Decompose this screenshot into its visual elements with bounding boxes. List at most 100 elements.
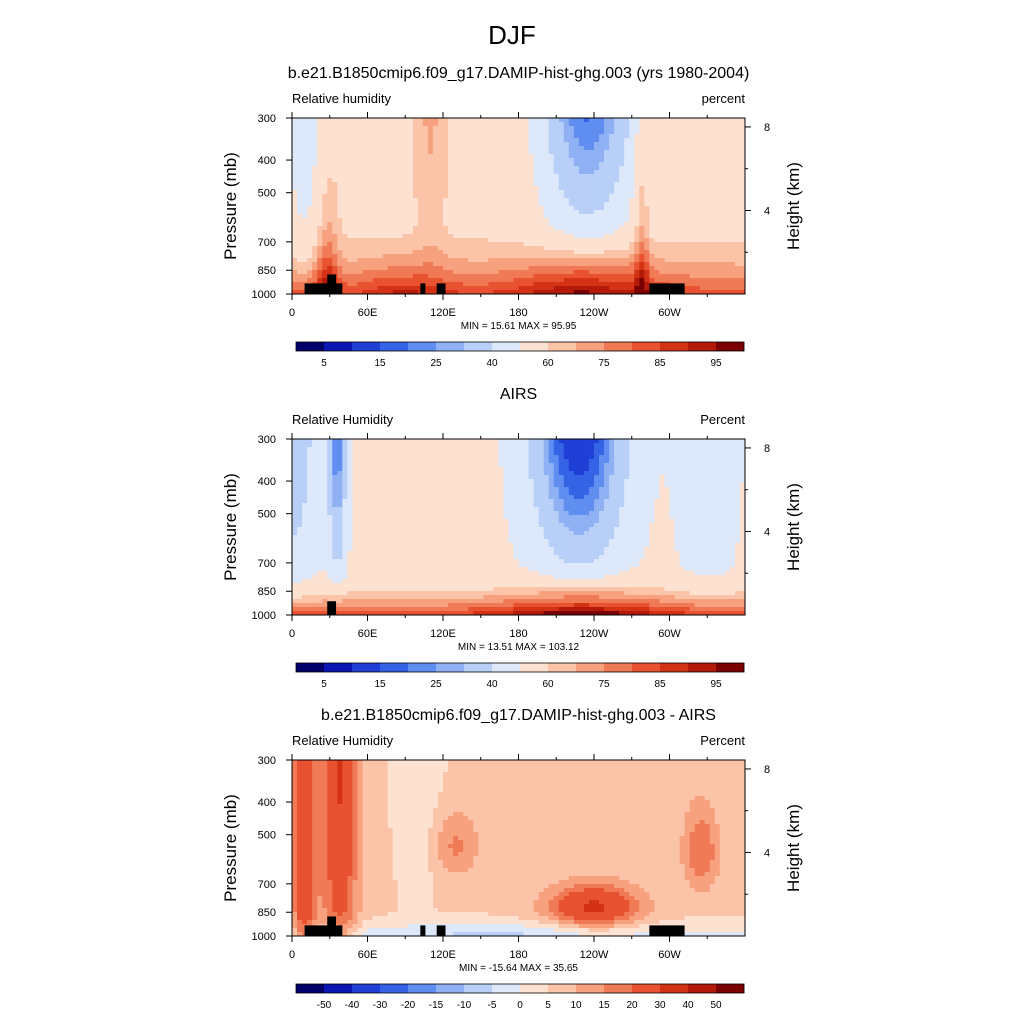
field-cell (337, 138, 343, 143)
field-cell (714, 126, 721, 131)
field-cell (568, 266, 575, 271)
field-cell (422, 238, 429, 243)
field-cell (629, 278, 635, 283)
field-cell (483, 166, 489, 171)
field-cell (498, 234, 504, 239)
field-cell (659, 254, 665, 259)
field-cell (684, 178, 691, 183)
field-cell (624, 182, 630, 187)
field-cell (382, 479, 389, 484)
field-cell (689, 170, 696, 175)
field-cell (558, 455, 565, 460)
field-cell (699, 218, 706, 223)
field-cell (473, 242, 479, 247)
field-cell (699, 154, 706, 159)
field-cell (453, 471, 459, 476)
field-cell (689, 286, 696, 291)
field-cell (402, 246, 409, 251)
field-cell (684, 262, 691, 267)
field-cell (619, 186, 625, 191)
field-cell (568, 246, 575, 251)
field-cell (619, 230, 625, 235)
field-cell (719, 218, 726, 223)
field-cell (709, 202, 716, 207)
field-cell (644, 226, 650, 231)
field-cell (684, 126, 691, 131)
field-cell (558, 242, 565, 247)
field-cell (417, 475, 424, 480)
field-cell (679, 250, 685, 255)
field-cell (427, 274, 434, 279)
field-cell (614, 222, 620, 227)
field-cell (594, 170, 600, 175)
field-cell (594, 459, 600, 464)
field-cell (639, 471, 645, 476)
field-cell (432, 222, 439, 227)
field-cell (322, 142, 328, 147)
field-cell (458, 238, 464, 243)
field-cell (412, 475, 419, 480)
field-cell (674, 463, 680, 468)
field-cell (402, 126, 409, 131)
field-cell (372, 182, 378, 187)
field-cell (704, 190, 711, 195)
field-cell (317, 475, 323, 480)
field-cell (568, 150, 575, 155)
field-cell (729, 118, 736, 123)
field-cell (739, 274, 746, 279)
field-cell (599, 274, 605, 279)
field-cell (478, 246, 484, 251)
field-cell (307, 254, 313, 259)
field-cell (719, 174, 726, 179)
field-cell (443, 230, 449, 235)
field-cell (312, 174, 318, 179)
field-cell (674, 206, 680, 211)
field-cell (337, 158, 343, 163)
field-cell (327, 166, 333, 171)
field-cell (553, 242, 560, 247)
field-cell (649, 190, 655, 195)
field-cell (332, 266, 338, 271)
field-cell (513, 218, 519, 223)
field-cell (488, 166, 494, 171)
field-cell (377, 250, 383, 255)
field-cell (664, 230, 670, 235)
field-cell (307, 122, 313, 127)
field-cell (689, 190, 696, 195)
field-cell (548, 170, 555, 175)
field-cell (594, 198, 600, 203)
field-cell (664, 234, 670, 239)
field-cell (327, 118, 333, 123)
field-cell (588, 230, 595, 235)
field-cell (629, 162, 635, 167)
field-cell (583, 282, 590, 287)
field-cell (508, 142, 514, 147)
field-cell (402, 166, 409, 171)
field-cell (377, 118, 383, 123)
field-cell (568, 254, 575, 259)
field-cell (372, 130, 378, 135)
field-cell (362, 270, 368, 275)
field-cell (644, 210, 650, 215)
field-cell (468, 194, 474, 199)
field-cell (407, 194, 414, 199)
field-cell (347, 274, 353, 279)
field-cell (679, 475, 685, 480)
field-cell (634, 467, 640, 472)
field-cell (453, 238, 459, 243)
field-cell (347, 234, 353, 239)
field-cell (553, 122, 560, 127)
field-cell (498, 130, 504, 135)
field-cell (599, 282, 605, 287)
field-cell (543, 270, 550, 275)
field-cell (362, 234, 368, 239)
field-cell (427, 278, 434, 283)
field-cell (518, 234, 524, 239)
field-cell (538, 290, 545, 295)
field-cell (669, 214, 675, 219)
field-cell (357, 146, 363, 151)
field-cell (342, 439, 348, 444)
field-cell (453, 278, 459, 283)
field-cell (614, 142, 620, 147)
field-cell (302, 266, 308, 271)
